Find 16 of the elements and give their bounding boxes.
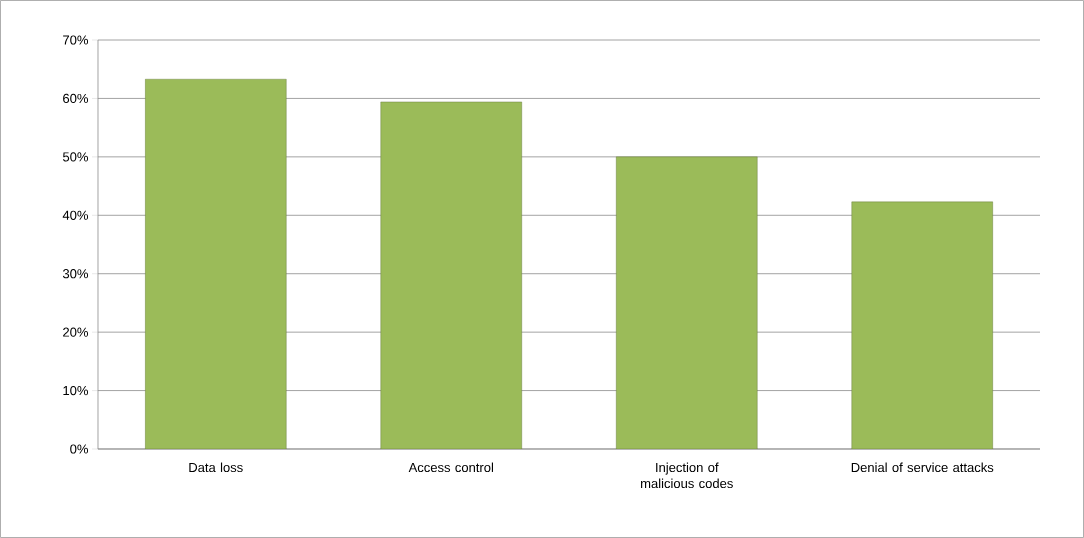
x-tick-label: Access control [408, 462, 493, 473]
y-tick-label: 40% [62, 210, 89, 220]
bar [851, 201, 993, 449]
y-tick-label: 10% [63, 385, 89, 396]
x-tick-label: Injection of malicious codes [641, 462, 733, 489]
y-tick-label: 30% [62, 269, 89, 279]
x-tick-label: Data loss [189, 462, 243, 473]
bar [380, 101, 522, 449]
y-tick-label: 50% [62, 152, 89, 162]
bar [145, 78, 287, 449]
y-tick-label: 70% [63, 35, 89, 45]
x-tick-label: Denial of service attacks [851, 462, 994, 473]
y-tick-label: 60% [63, 93, 89, 104]
y-tick-label: 20% [63, 327, 89, 337]
bar [616, 156, 758, 449]
y-tick-label: 0% [70, 444, 89, 454]
